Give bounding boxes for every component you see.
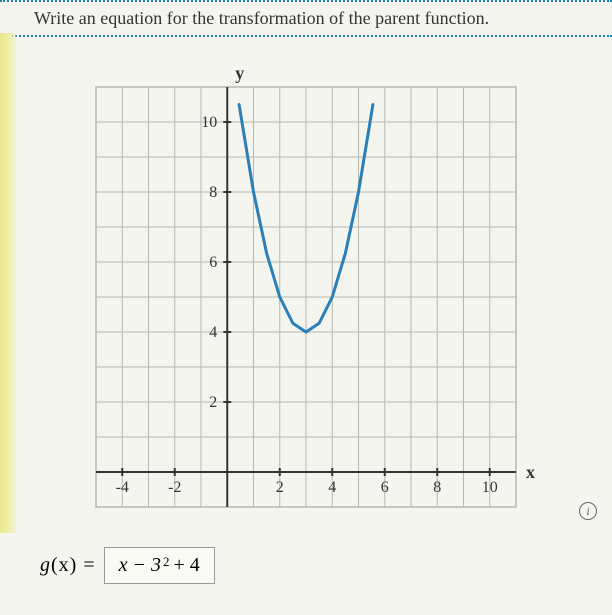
answer-term2: + 4 [173,554,199,577]
svg-text:10: 10 [482,479,498,496]
answer-input-box[interactable]: x − 3 2 + 4 [104,547,215,584]
svg-text:2: 2 [276,479,284,496]
svg-text:6: 6 [209,254,217,271]
svg-text:4: 4 [328,479,336,496]
svg-text:2: 2 [209,394,217,411]
svg-text:8: 8 [209,184,217,201]
svg-text:-4: -4 [116,479,129,496]
function-graph: -4 -2 2 4 6 8 10 2 4 6 8 10 y x [66,57,546,537]
x-paren: (x) [51,554,77,576]
answer-row: g(x) = x − 3 2 + 4 [0,547,612,584]
svg-text:x: x [526,462,535,482]
equals-sign: = [77,554,95,576]
answer-exponent: 2 [163,554,170,570]
svg-text:10: 10 [201,114,217,131]
g-symbol: g [40,554,51,576]
function-lhs: g(x) = [40,554,96,577]
info-icon[interactable]: i [579,502,597,520]
answer-term1: x − 3 [119,554,161,577]
question-prompt: Write an equation for the transformation… [0,2,612,37]
svg-text:y: y [235,63,244,83]
svg-text:4: 4 [209,324,217,341]
svg-text:6: 6 [381,479,389,496]
svg-text:-2: -2 [168,479,181,496]
svg-text:8: 8 [433,479,441,496]
left-highlight-accent [0,33,18,533]
